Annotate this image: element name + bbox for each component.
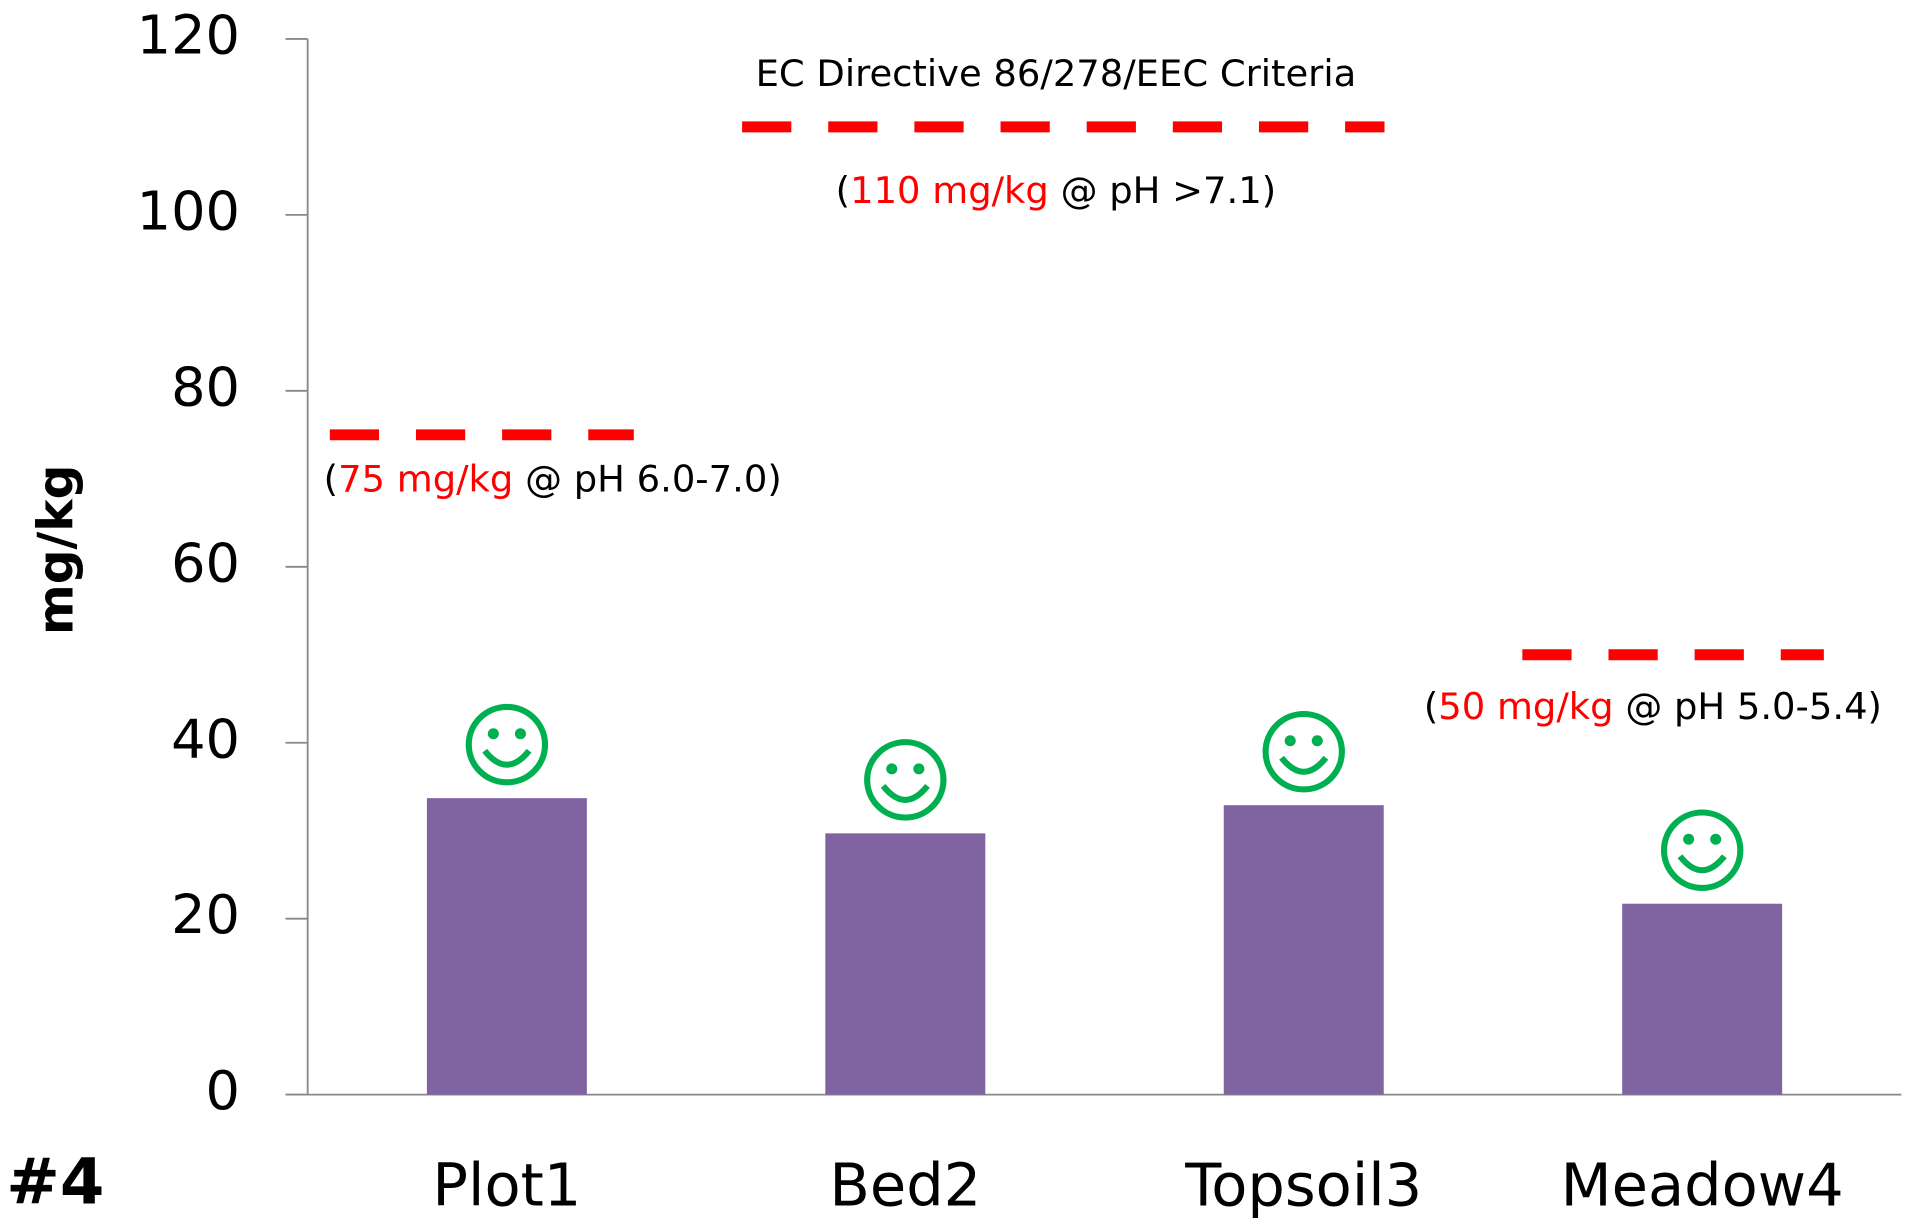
criteria-label: (75 mg/kg @ pH 6.0-7.0): [324, 457, 782, 500]
y-tick-label: 40: [171, 708, 240, 771]
smiley-eye: [1311, 735, 1323, 747]
criteria-label-part: 75 mg/kg: [338, 457, 513, 500]
bar: [1622, 903, 1783, 1095]
bar: [426, 798, 587, 1095]
bar: [1223, 805, 1384, 1095]
smiley-face: [465, 703, 549, 786]
smiley-face: [1660, 809, 1744, 891]
smiley-eye: [1284, 735, 1296, 747]
smiley-eye: [913, 763, 925, 775]
x-tick-label: Topsoil3: [1184, 1151, 1422, 1220]
criteria-label-part: (: [324, 457, 338, 500]
panel-label: #4: [6, 1146, 104, 1220]
y-tick-label: 60: [171, 532, 240, 595]
x-tick-label: Meadow4: [1561, 1151, 1844, 1220]
smiley-mouth: [880, 783, 930, 803]
smiley-eye: [1710, 833, 1722, 845]
smiley-eye: [487, 728, 499, 740]
smiley-eye: [886, 763, 898, 775]
criteria-label-part: 110 mg/kg: [850, 169, 1049, 212]
criteria-label: (50 mg/kg @ pH 5.0-5.4): [1424, 685, 1882, 728]
smiley-icon: [1660, 809, 1744, 891]
smiley-eye: [1683, 833, 1695, 845]
smiley-icon: [465, 703, 549, 786]
smiley-face: [864, 739, 947, 821]
criteria-label-part: @ pH >7.1): [1049, 169, 1276, 212]
criteria-label-part: @ pH 6.0-7.0): [513, 457, 781, 500]
criteria-label-part: 50 mg/kg: [1438, 685, 1613, 728]
smiley-eye: [514, 728, 526, 740]
y-tick-label: 100: [137, 180, 240, 243]
y-tick-label: 120: [137, 4, 240, 67]
x-tick-label: Plot1: [432, 1151, 581, 1220]
criteria-label-part: (: [1424, 685, 1438, 728]
smiley-icon: [864, 739, 947, 821]
criteria-label-part: @ pH 5.0-5.4): [1614, 685, 1882, 728]
x-tick-label: Bed2: [829, 1151, 981, 1220]
smiley-face: [1262, 710, 1345, 793]
criteria-label-part: (: [836, 169, 850, 212]
smiley-mouth: [482, 748, 532, 768]
smiley-mouth: [1677, 854, 1727, 874]
y-tick-label: 80: [171, 356, 240, 419]
y-axis-label: mg/kg: [27, 465, 84, 635]
smiley-icon: [1262, 710, 1345, 793]
smiley-mouth: [1279, 755, 1329, 775]
y-tick-label: 0: [206, 1059, 240, 1122]
bar: [825, 833, 986, 1095]
y-tick-label: 20: [171, 884, 240, 947]
criteria-title: EC Directive 86/278/EEC Criteria: [756, 52, 1357, 95]
criteria-label: (110 mg/kg @ pH >7.1): [836, 169, 1276, 212]
